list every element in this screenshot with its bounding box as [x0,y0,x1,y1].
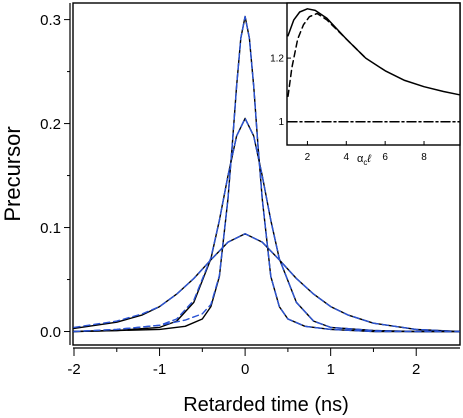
main-x-tick-label: 0 [241,361,249,378]
inset-y-tick-label: 1 [278,117,284,128]
inset-x-axis-label-sub: c [363,158,367,167]
inset-y-tick-label: 1.2 [270,54,284,65]
main-y-axis-label: Precursor [0,126,25,221]
inset-x-axis-label-tail: ℓ [366,153,371,165]
inset-x-tick-label: 8 [421,152,427,163]
inset-series-line-1 [287,12,367,98]
main-x-axis: -2 -1 0 1 2 [67,347,460,378]
inset-x-axis: 2 4 6 8 [305,141,427,163]
main-x-tick-label: 2 [412,361,420,378]
inset-y-axis: 11.2 [270,54,291,128]
inset-x-tick-label: 6 [382,152,388,163]
inset-series-group [287,8,460,123]
main-series-line-2 [73,117,460,333]
main-series-line-5 [73,15,460,333]
main-y-tick-label: 0.1 [40,220,61,237]
main-plot-frame [72,2,461,346]
main-series-line-0 [73,233,460,333]
main-x-tick-label: 1 [326,361,334,378]
inset-x-axis-label-main: α [357,153,364,165]
main-series-line-3 [73,117,460,333]
main-x-tick-label: -2 [67,361,80,378]
inset-plot-frame [286,2,461,146]
main-y-tick-label: 0.0 [40,324,61,341]
main-y-tick-label: 0.2 [40,116,61,133]
main-x-tick-label: -1 [153,361,166,378]
inset-x-tick-label: 4 [344,152,350,163]
inset-x-tick-label: 2 [305,152,311,163]
main-y-axis: 0.0 0.1 0.2 0.3 [40,3,71,345]
inset-x-axis-label: αcℓ [357,153,371,167]
main-series-group [73,15,460,333]
main-x-axis-label: Retarded time (ns) [183,394,349,416]
main-y-tick-label: 0.3 [40,12,61,29]
main-series-line-1 [73,233,460,333]
